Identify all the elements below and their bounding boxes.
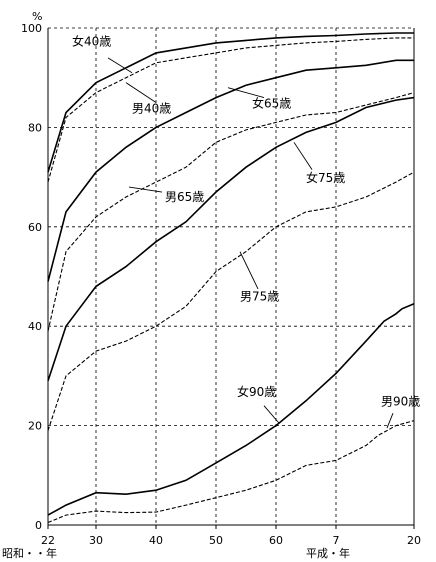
series-line — [47, 32, 414, 173]
x-tick-labels: 22 30 40 50 60 7 20 — [41, 534, 421, 547]
y-tick-label: 20 — [28, 420, 42, 433]
series-line — [47, 96, 415, 382]
x-tick-label: 7 — [333, 534, 340, 547]
axes — [47, 28, 415, 529]
y-tick-label: 100 — [21, 22, 42, 35]
series-label: 男40歳 — [132, 101, 171, 115]
label-leader-line — [263, 405, 280, 424]
x-tick-label: 30 — [89, 534, 103, 547]
series-label: 女90歳 — [237, 384, 276, 399]
label-leader-line — [128, 186, 163, 193]
series-label: 女65歳 — [252, 96, 291, 111]
label-leader-line — [386, 413, 394, 429]
series-label: 男65歳 — [165, 190, 204, 204]
x-tick-label: 40 — [149, 534, 163, 547]
series-line — [47, 171, 415, 431]
y-tick-label: 60 — [28, 221, 42, 234]
y-tick-label: 0 — [35, 519, 42, 532]
label-leader-line — [293, 142, 313, 170]
series-line — [47, 303, 415, 516]
label-leader-line — [107, 57, 133, 74]
y-axis-unit: % — [32, 10, 42, 23]
x-tick-label: 22 — [41, 534, 55, 547]
x-tick-label: 20 — [407, 534, 421, 547]
series-line — [47, 92, 415, 332]
y-tick-label: 80 — [28, 121, 42, 134]
label-leader-line — [239, 251, 259, 290]
x-era-label-heisei: 平成・年 — [306, 546, 350, 560]
series-label: 男90歳 — [381, 395, 420, 409]
label-leader-line — [125, 82, 157, 103]
series-line — [47, 420, 415, 524]
series-label: 女40歳 — [72, 33, 111, 48]
grid — [48, 27, 414, 525]
label-leader-lines — [107, 57, 394, 429]
series-label: 女75歳 — [306, 170, 345, 185]
series-label: 男75歳 — [240, 289, 279, 303]
x-tick-label: 50 — [209, 534, 223, 547]
series-line — [47, 59, 414, 282]
y-tick-labels: 0 20 40 60 80 100 — [21, 22, 42, 532]
x-era-label-showa: 昭和・・年 — [2, 546, 57, 560]
series-lines — [47, 32, 415, 524]
series-line — [47, 37, 414, 183]
y-tick-label: 40 — [28, 320, 42, 333]
label-leader-line — [227, 87, 265, 99]
x-tick-label: 60 — [269, 534, 283, 547]
